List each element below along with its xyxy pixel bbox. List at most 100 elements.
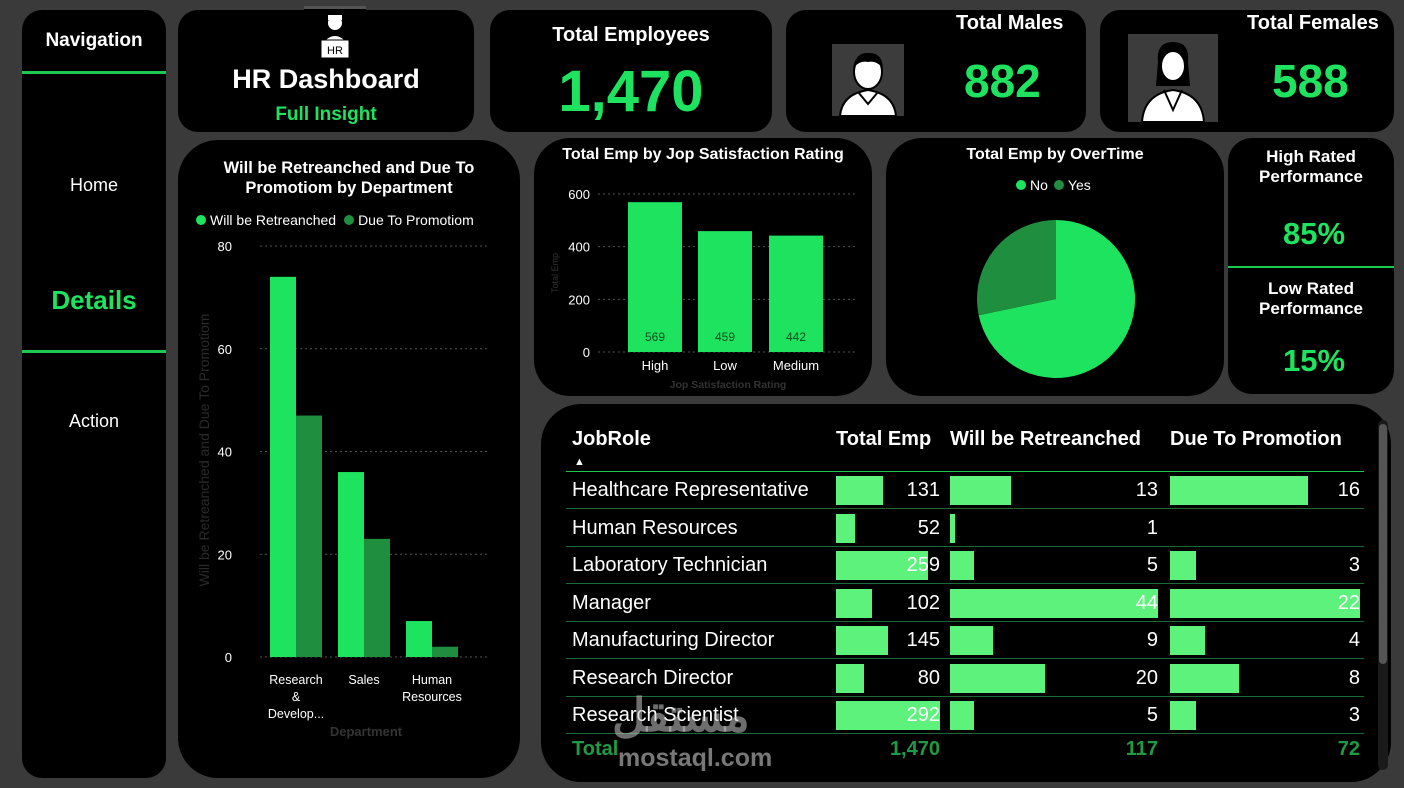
total-value: 131 — [906, 479, 940, 501]
data-label: 569 — [645, 330, 665, 344]
pie-slice-yes — [977, 219, 1056, 316]
total-value: 52 — [917, 516, 940, 539]
y-tick-label: 60 — [218, 342, 232, 357]
department-chart-title: Will be Retreanched and Due To Promotiom… — [178, 158, 520, 198]
promotion-value: 3 — [1348, 554, 1360, 576]
table-row[interactable]: Laboratory Technician 259 5 3 — [566, 547, 1366, 584]
y-tick-label: 40 — [218, 445, 232, 460]
retrench-data-bar — [950, 663, 1045, 693]
retrench-data-bar — [950, 476, 1012, 505]
bar-promotion — [364, 538, 390, 657]
total-data-bar — [836, 551, 929, 580]
y-tick-label: 400 — [568, 240, 590, 255]
promotion-cell: 3 — [1170, 701, 1360, 730]
promotion-data-bar — [1170, 551, 1196, 580]
low-rated-label: Low Rated Performance — [1228, 279, 1394, 319]
total-data-bar — [836, 513, 855, 543]
promotion-value: 16 — [1337, 479, 1360, 501]
bar-retrench — [406, 621, 432, 657]
low-rated-value: 15% — [1282, 343, 1346, 378]
retrench-value: 1 — [1146, 516, 1158, 539]
retrench-cell: 20 — [950, 663, 1158, 693]
table-row[interactable]: Manufacturing Director 145 9 4 — [566, 622, 1366, 659]
total-females-card: Total Females 588 — [1100, 10, 1394, 132]
female-user-icon — [1128, 34, 1218, 123]
promotion-cell: 3 — [1170, 551, 1360, 580]
header-card: HR HR Dashboard Full Insight — [178, 6, 474, 132]
x-axis-label: Jop Satisfaction Rating — [670, 379, 787, 391]
nav-item-action[interactable]: Action — [68, 411, 120, 431]
total-cell: 102 — [836, 588, 940, 618]
nav-item-home[interactable]: Home — [69, 175, 118, 195]
promotion-value: 4 — [1348, 629, 1360, 651]
scrollbar-thumb[interactable] — [1379, 424, 1387, 664]
promotion-value: 8 — [1348, 666, 1360, 689]
promotion-data-bar — [1170, 588, 1360, 618]
legend-label-retrench: Will be Retreanched — [210, 212, 337, 228]
total-cell: 131 — [836, 476, 940, 505]
total-employees-value: 1,470 — [558, 59, 704, 124]
row-divider — [566, 658, 1364, 659]
promotion-cell — [1170, 514, 1360, 543]
department-chart-legend: Will be Retreanched Due To Promotiom — [196, 212, 474, 228]
promotion-data-bar — [1170, 626, 1205, 655]
table-row[interactable]: Research Scientist 292 5 3 — [566, 697, 1366, 734]
legend-dot-yes — [1053, 180, 1064, 190]
hr-icon-label: HR — [327, 45, 343, 57]
table-row[interactable]: Research Director 80 20 8 — [566, 660, 1366, 697]
legend-label-yes: Yes — [1067, 177, 1091, 193]
department-chart-card: Will be Retreanched and Due To Promotiom… — [178, 140, 520, 778]
job-satisfaction-chart-card: Total Emp by Jop Satisfaction Rating 0 20… — [534, 138, 872, 396]
promotion-data-bar — [1170, 476, 1309, 505]
retrench-cell: 5 — [950, 701, 1158, 730]
data-label: 459 — [715, 330, 735, 344]
retrench-value: 20 — [1135, 666, 1158, 689]
row-divider — [566, 583, 1364, 584]
jobrole-cell: Healthcare Representative — [572, 479, 809, 501]
promotion-value: 22 — [1337, 591, 1360, 614]
total-data-bar — [836, 663, 865, 693]
retrench-data-bar — [950, 513, 955, 543]
x-tick-label: High — [642, 358, 669, 373]
total-row-promotion: 72 — [1337, 738, 1360, 760]
bar-low — [698, 231, 752, 352]
y-tick-label: 80 — [218, 239, 232, 254]
col-header-jobrole[interactable]: JobRole — [572, 428, 651, 450]
retrench-data-bar — [950, 701, 974, 730]
x-tick-label: & — [292, 690, 301, 704]
legend-dot-retrench — [196, 215, 206, 225]
retrench-value: 13 — [1135, 479, 1158, 501]
overtime-pie-chart — [977, 219, 1135, 378]
row-divider — [566, 508, 1364, 509]
sort-ascending-icon[interactable]: ▲ — [574, 456, 585, 468]
nav-divider — [22, 350, 166, 353]
bar-promotion — [432, 646, 458, 657]
retrench-cell: 13 — [950, 476, 1158, 505]
col-header-total-emp[interactable]: Total Emp — [836, 428, 932, 450]
row-divider — [566, 695, 1364, 697]
row-divider — [566, 545, 1364, 547]
department-chart-title-line1: Will be Retreanched and Due To — [223, 159, 475, 177]
overtime-chart-legend: No Yes — [1016, 177, 1091, 193]
page-title: HR Dashboard — [232, 64, 420, 94]
promotion-cell: 22 — [1170, 588, 1360, 618]
total-value: 259 — [906, 554, 940, 576]
table-row[interactable]: Manager 102 44 22 — [566, 585, 1366, 622]
total-males-label: Total Males — [956, 12, 1064, 34]
col-header-promotion[interactable]: Due To Promotion — [1170, 428, 1342, 450]
col-header-retrench[interactable]: Will be Retreanched — [950, 428, 1141, 450]
bar-retrench — [338, 472, 364, 657]
nav-item-details[interactable]: Details — [51, 285, 137, 315]
retrench-value: 9 — [1146, 629, 1158, 651]
table-scrollbar[interactable] — [1378, 420, 1388, 770]
watermark-latin: mostaql.com — [618, 744, 773, 772]
legend-dot-promotion — [344, 215, 355, 225]
promotion-value: 3 — [1348, 704, 1360, 726]
jobrole-cell: Human Resources — [572, 516, 738, 539]
row-divider — [566, 620, 1364, 622]
table-row[interactable]: Healthcare Representative 131 13 16 — [566, 472, 1366, 509]
table-row[interactable]: Human Resources 52 1 — [566, 510, 1366, 547]
retrench-data-bar — [950, 551, 974, 580]
male-user-icon — [832, 44, 904, 117]
promotion-data-bar — [1170, 701, 1196, 730]
